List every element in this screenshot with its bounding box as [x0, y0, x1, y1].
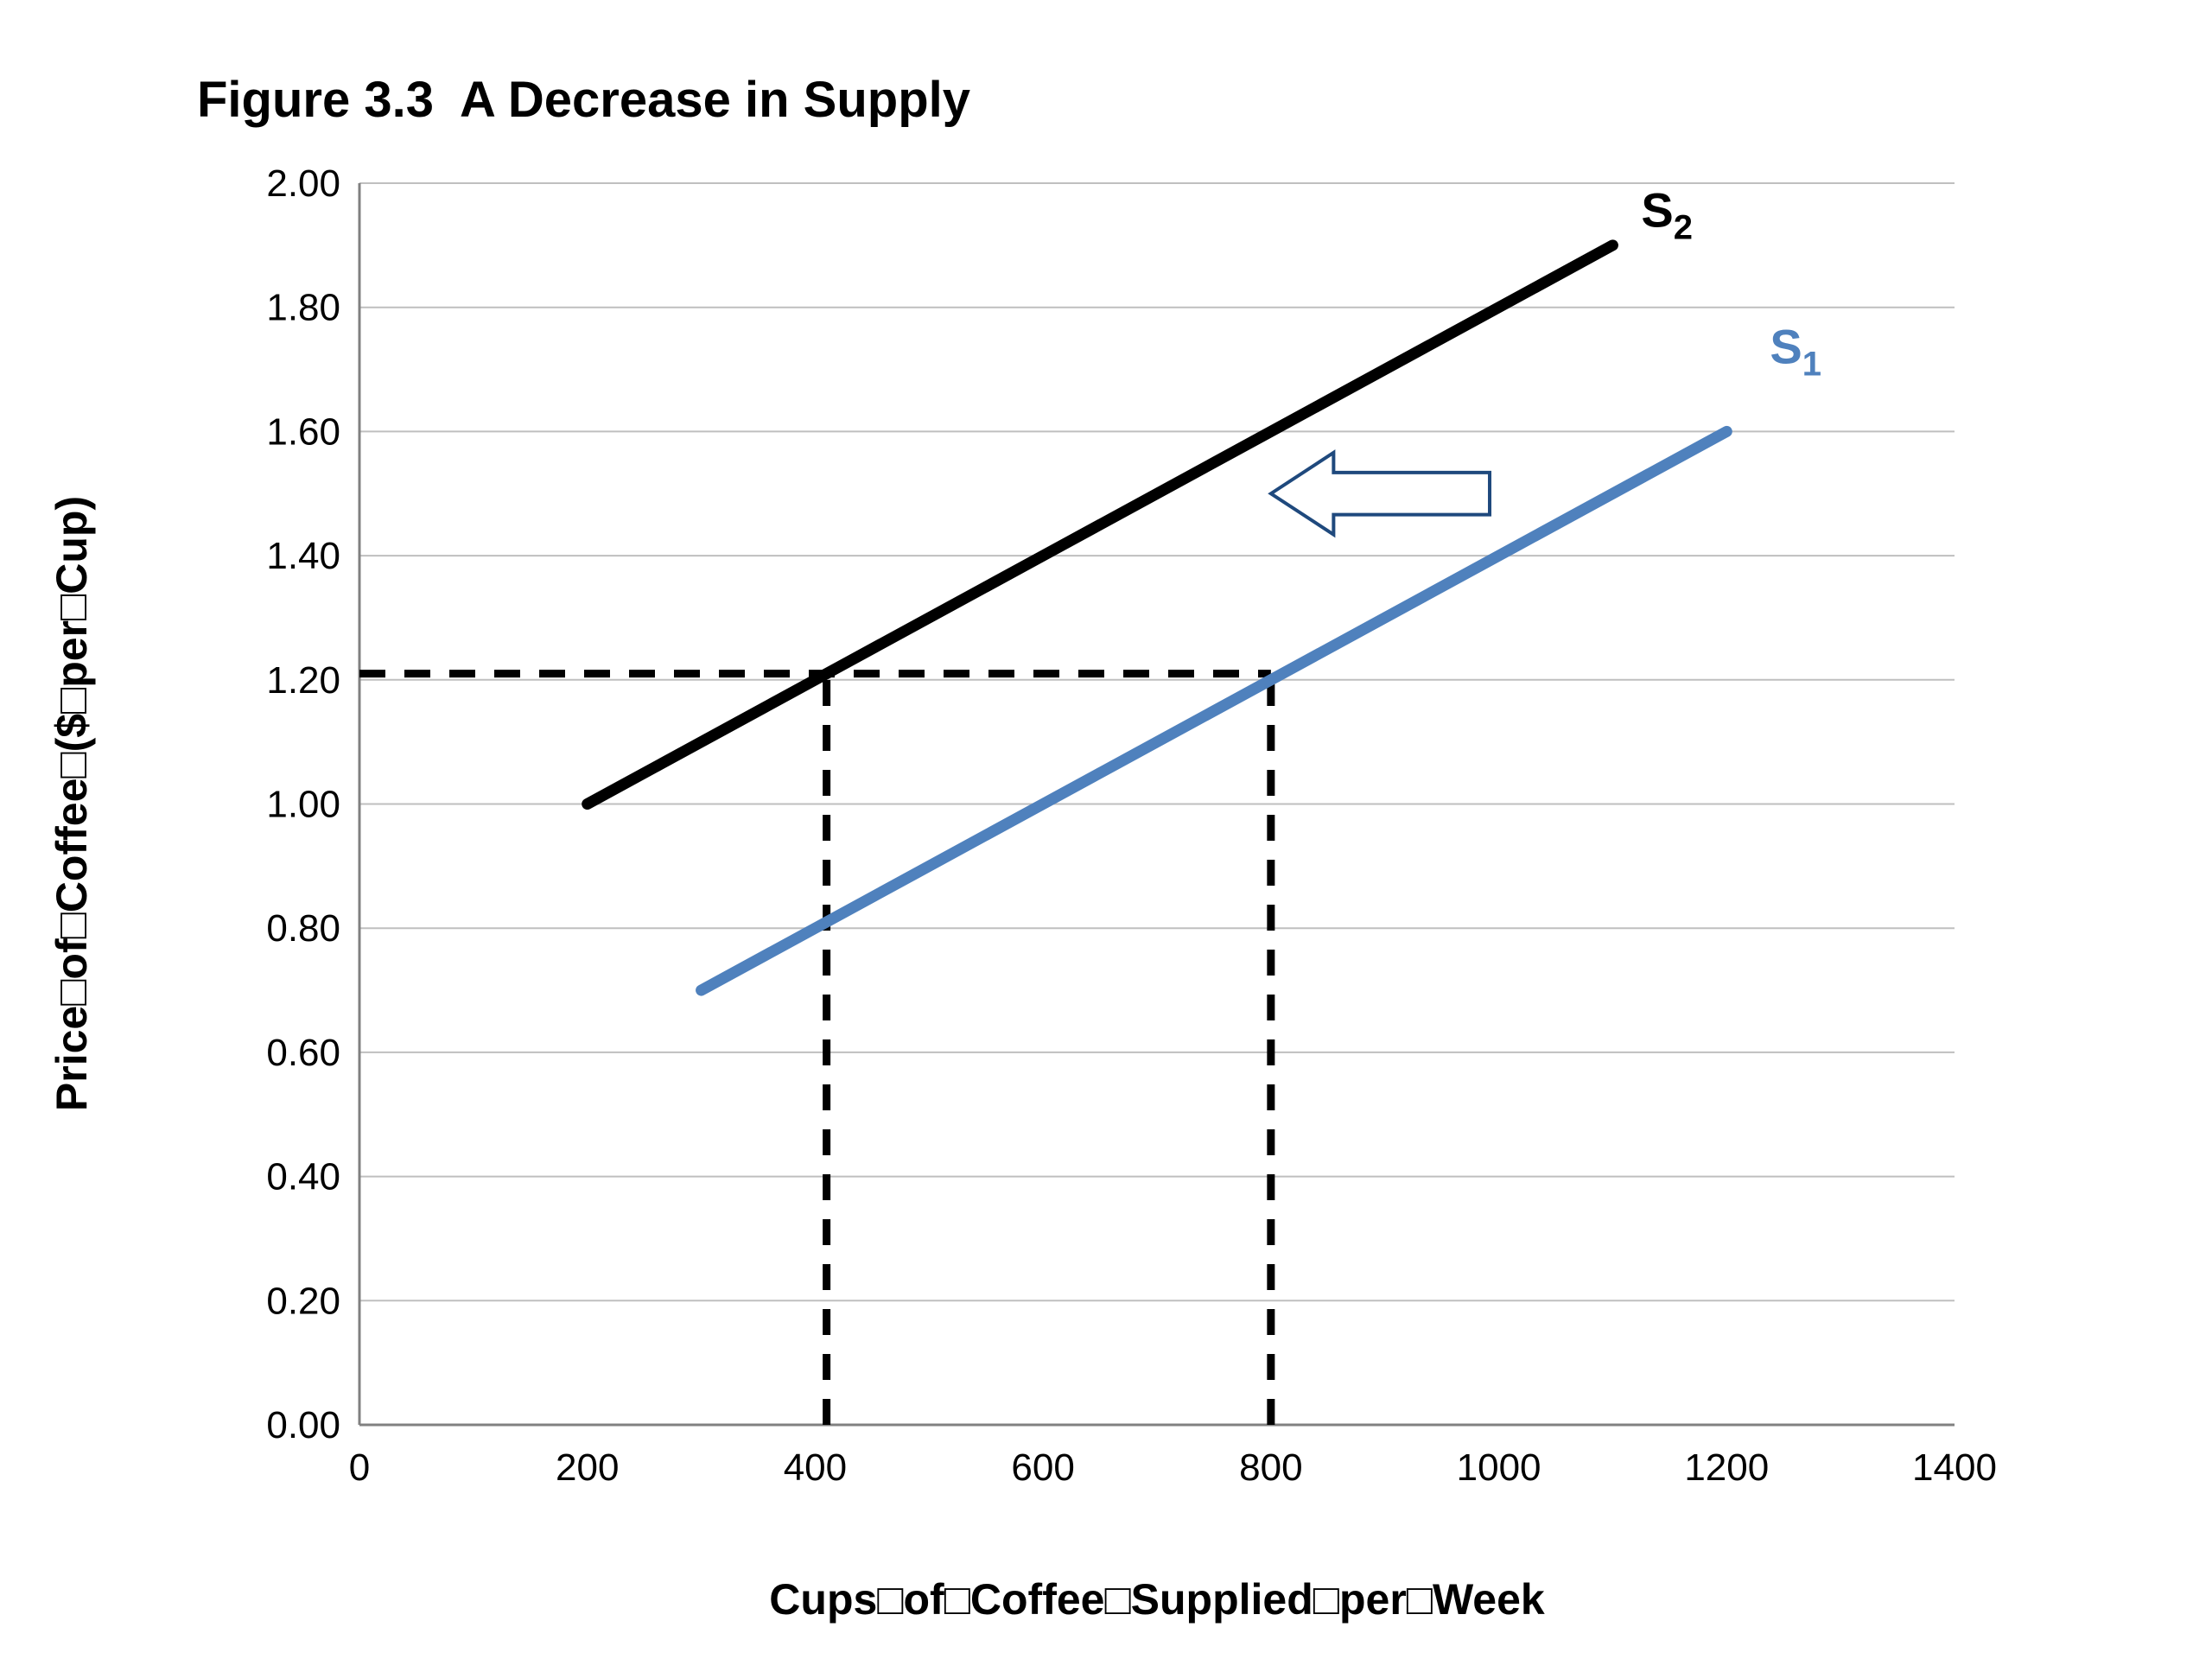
series-line-S2 [582, 239, 1618, 810]
x-tick-label: 600 [1011, 1446, 1074, 1489]
series-line-S1 [696, 425, 1732, 996]
y-tick-label: 1.40 [266, 535, 340, 577]
x-tick-label: 0 [349, 1446, 370, 1489]
x-tick-label: 1400 [1912, 1446, 1997, 1489]
series-label-S1: S1 [1770, 319, 1821, 383]
chart-title: Figure 3.3 A Decrease in Supply [197, 72, 971, 128]
y-tick-label: 1.80 [266, 287, 340, 329]
y-tick-label: 0.00 [266, 1404, 340, 1446]
x-tick-label: 1200 [1684, 1446, 1769, 1489]
x-tick-label: 200 [556, 1446, 619, 1489]
x-tick-label: 800 [1239, 1446, 1302, 1489]
x-tick-label: 1000 [1457, 1446, 1541, 1489]
x-tick-label: 400 [784, 1446, 847, 1489]
series-label-S2: S2 [1641, 182, 1693, 246]
supply-shift-left-arrow [1268, 449, 1492, 538]
y-tick-label: 1.00 [266, 784, 340, 826]
plot-area: 0.00 0.20 0.40 0.60 0.80 1.00 1.20 1.40 1.60 1.80… [266, 162, 1997, 1489]
y-tick-label: 2.00 [266, 162, 340, 205]
y-tick-label: 0.60 [266, 1032, 340, 1074]
y-tick-label: 1.60 [266, 410, 340, 453]
y-tick-label: 0.40 [266, 1156, 340, 1198]
y-tick-label: 1.20 [266, 659, 340, 702]
y-axis-title: Price□of□Coffee□($□per□Cup) [48, 496, 96, 1111]
y-tick-label: 0.80 [266, 907, 340, 950]
x-axis-title: Cups□of□Coffee□Supplied□per□Week [769, 1575, 1545, 1624]
y-tick-label: 0.20 [266, 1280, 340, 1322]
